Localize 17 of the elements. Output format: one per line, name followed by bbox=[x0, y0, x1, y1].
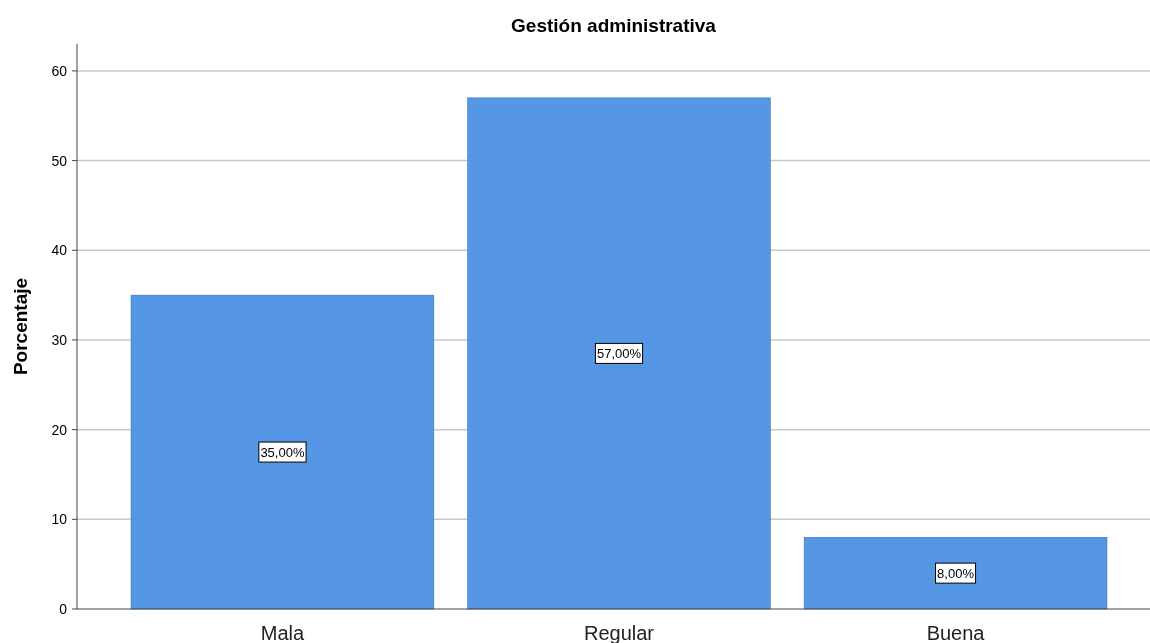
y-tick-label: 10 bbox=[51, 511, 68, 528]
data-label: 35,00% bbox=[260, 444, 305, 460]
data-label: 8,00% bbox=[937, 565, 975, 581]
y-tick-label: 30 bbox=[51, 331, 68, 348]
y-tick-label: 40 bbox=[51, 242, 68, 259]
y-tick-label: 50 bbox=[51, 152, 68, 169]
y-tick-label: 20 bbox=[51, 421, 68, 438]
bar bbox=[467, 97, 771, 610]
data-label: 57,00% bbox=[596, 345, 642, 361]
x-tick-label: Mala bbox=[260, 622, 305, 643]
bar bbox=[803, 537, 1108, 610]
y-axis-title: Porcentaje bbox=[10, 277, 31, 376]
chart-title: Gestión administrativa bbox=[511, 15, 717, 36]
bar bbox=[130, 294, 435, 610]
x-tick-label: Buena bbox=[926, 622, 986, 643]
y-tick-label: 0 bbox=[59, 601, 68, 617]
y-tick-label: 60 bbox=[51, 62, 68, 79]
